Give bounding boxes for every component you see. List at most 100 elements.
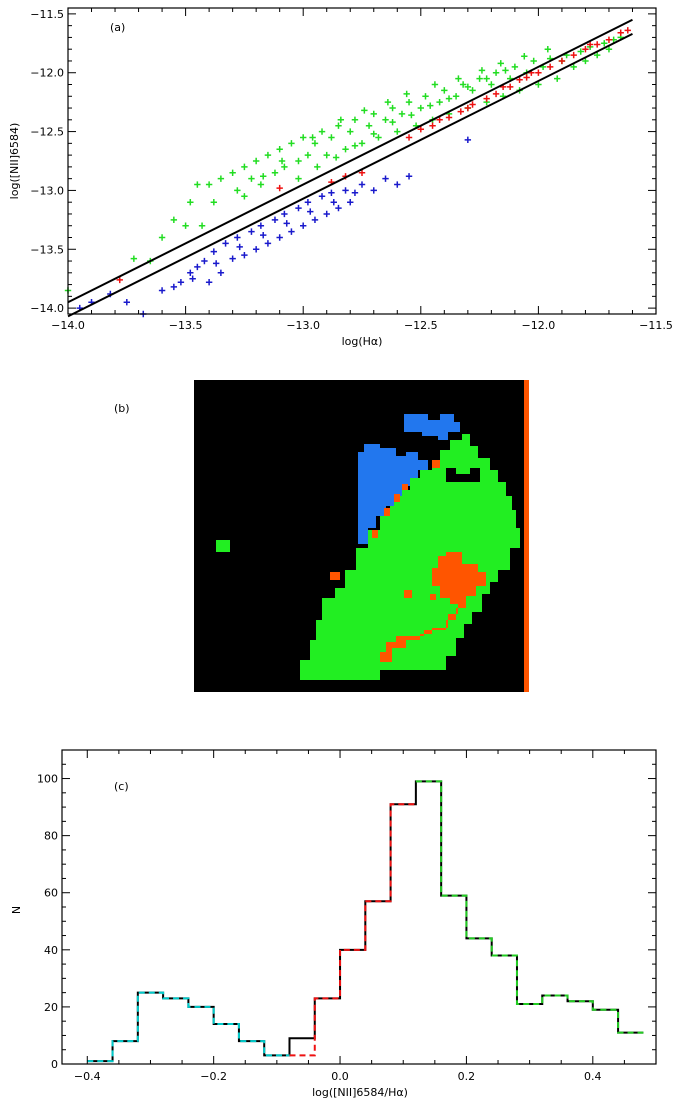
scatter-point xyxy=(436,116,443,124)
scatter-point xyxy=(241,163,248,171)
scatter-point xyxy=(417,126,424,133)
scatter-point xyxy=(445,95,453,102)
scatter-point xyxy=(452,93,460,100)
scatter-point xyxy=(370,130,377,138)
scatter-point xyxy=(389,118,396,126)
scatter-point xyxy=(570,51,577,59)
scatter-point xyxy=(252,246,260,253)
scatter-point xyxy=(307,208,314,215)
scatter-point xyxy=(304,151,312,159)
scatter-point xyxy=(358,140,366,147)
scatter-point xyxy=(130,255,138,262)
scatter-point xyxy=(594,51,601,59)
scatter-point xyxy=(365,122,373,129)
scatter-point xyxy=(252,157,260,165)
scatter-point xyxy=(264,151,272,159)
scatter-point xyxy=(351,189,359,196)
scatter-point xyxy=(158,287,166,294)
scatter-point xyxy=(342,146,349,153)
histogram-steps xyxy=(87,780,644,1063)
scatter-point xyxy=(405,134,413,141)
scatter-point xyxy=(601,40,608,47)
x-tick-label: 0.4 xyxy=(584,1070,602,1083)
panel-c: −0.4 −0.2 0.0 0.2 0.4 0 20 40 60 80 100 (c) log([N… xyxy=(10,749,657,1099)
scatter-point xyxy=(488,81,495,88)
scatter-point xyxy=(431,81,439,88)
scatter-point xyxy=(281,210,288,218)
scatter-point xyxy=(217,269,225,277)
scatter-point xyxy=(295,157,302,165)
scatter-point xyxy=(323,210,330,218)
scatter-point xyxy=(234,234,241,241)
x-axis-label-a: log(Hα) xyxy=(342,335,383,348)
y-axis-label-a: log([NII]6584) xyxy=(8,123,21,200)
scatter-point xyxy=(318,193,326,200)
scatter-point xyxy=(469,87,476,94)
scatter-point xyxy=(330,198,337,206)
scatter-point xyxy=(375,134,382,141)
y-tick-label: −12.0 xyxy=(30,67,64,80)
x-tick-label: −0.4 xyxy=(74,1070,101,1083)
y-tick-label: 0 xyxy=(51,1058,58,1071)
axis-ticks-a: −14.0 −13.5 −13.0 −12.5 −12.0 −11.5 −14.0 −13.5… xyxy=(30,8,673,332)
scatter-point xyxy=(318,128,326,135)
scatter-point xyxy=(370,187,377,194)
scatter-point xyxy=(194,263,201,271)
scatter-point xyxy=(523,74,530,81)
histogram-subset xyxy=(415,780,644,1034)
scatter-point xyxy=(358,181,366,188)
scatter-point xyxy=(257,181,265,188)
map-region-red-main xyxy=(380,552,486,662)
scatter-point xyxy=(347,128,354,135)
y-tick-label: 40 xyxy=(44,944,58,957)
scatter-point xyxy=(394,128,401,135)
scatter-point xyxy=(535,81,542,88)
scatter-point xyxy=(594,41,601,48)
scatter-point xyxy=(170,283,178,291)
scatter-point xyxy=(464,83,472,91)
scatter-point xyxy=(476,75,483,82)
scatter-point xyxy=(408,111,415,119)
plot-frame-a xyxy=(67,7,657,315)
scatter-point xyxy=(229,169,236,176)
scatter-point xyxy=(170,216,178,224)
scatter-point xyxy=(605,36,613,43)
histogram-subset xyxy=(289,803,416,1057)
scatter-point xyxy=(464,104,472,112)
scatter-point xyxy=(271,216,279,224)
map-region-green xyxy=(300,434,520,680)
scatter-point xyxy=(295,204,302,212)
scatter-point xyxy=(469,101,476,108)
scatter-point xyxy=(283,220,290,227)
y-tick-label: −13.5 xyxy=(30,243,64,256)
scatter-point xyxy=(323,151,330,159)
scatter-point xyxy=(457,108,464,115)
map-red-pixel xyxy=(330,572,340,580)
scatter-point xyxy=(342,187,349,194)
x-tick-label: −12.0 xyxy=(522,319,556,332)
scatter-point xyxy=(189,275,196,282)
y-tick-label: 100 xyxy=(37,773,58,786)
scatter-point xyxy=(370,110,377,118)
panel-label-c: (c) xyxy=(114,780,129,793)
scatter-point xyxy=(492,69,500,76)
x-tick-label: −12.5 xyxy=(404,319,438,332)
scatter-point xyxy=(427,102,434,109)
scatter-points xyxy=(64,27,631,318)
scatter-point xyxy=(309,134,316,141)
scatter-point xyxy=(398,110,406,118)
scatter-point xyxy=(222,240,229,247)
scatter-point xyxy=(459,81,467,88)
scatter-point xyxy=(546,63,554,71)
scatter-point xyxy=(210,248,218,255)
map-green-pixel xyxy=(216,540,230,552)
panel-label-b: (b) xyxy=(114,402,130,415)
scatter-point xyxy=(605,45,613,53)
scatter-point xyxy=(123,299,130,306)
histogram-subset xyxy=(87,991,290,1063)
scatter-point xyxy=(445,114,453,121)
scatter-point xyxy=(577,48,584,55)
scatter-point xyxy=(260,173,267,180)
scatter-point xyxy=(205,181,213,188)
